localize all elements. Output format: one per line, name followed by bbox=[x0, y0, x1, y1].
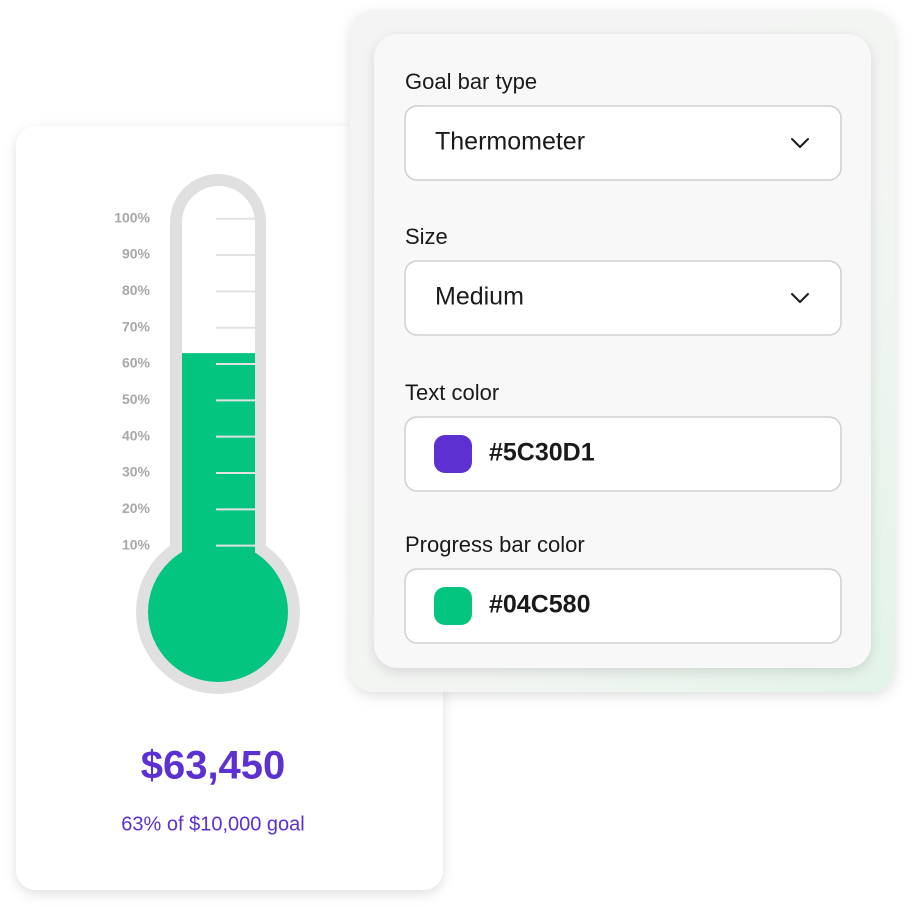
bulb bbox=[148, 542, 288, 682]
tick-label: 40% bbox=[122, 427, 151, 443]
tick-label: 80% bbox=[122, 282, 151, 298]
color-swatch bbox=[434, 435, 472, 473]
field-label: Goal bar type bbox=[405, 69, 537, 94]
tick-label: 30% bbox=[122, 464, 151, 480]
tick-label: 60% bbox=[122, 355, 151, 371]
field-box[interactable] bbox=[404, 105, 842, 181]
amount: $63,450 bbox=[141, 744, 286, 788]
field-value: #04C580 bbox=[489, 591, 590, 619]
tick-label: 50% bbox=[122, 391, 151, 407]
settings-form: Goal bar type Thermometer Size Medium Text c… bbox=[404, 69, 842, 644]
tick-label: 20% bbox=[122, 500, 151, 516]
field-value: #5C30D1 bbox=[489, 439, 595, 467]
field-box[interactable] bbox=[404, 260, 842, 336]
field-value: Thermometer bbox=[435, 128, 585, 156]
field-value: Medium bbox=[435, 283, 524, 311]
chevron bbox=[791, 293, 809, 303]
settings-card bbox=[374, 34, 871, 668]
tick-label: 100% bbox=[114, 209, 150, 225]
field-box[interactable] bbox=[404, 568, 842, 644]
color-swatch bbox=[434, 587, 472, 625]
field-label: Progress bar color bbox=[405, 532, 585, 557]
chevron bbox=[791, 138, 809, 148]
tick-label: 70% bbox=[122, 318, 151, 334]
field-box[interactable] bbox=[404, 416, 842, 492]
caption: 63% of $10,000 goal bbox=[121, 813, 305, 835]
field-label: Size bbox=[405, 224, 448, 249]
field-label: Text color bbox=[405, 380, 499, 405]
thermometer: 10% 20% 30% 40% 50% 60% 70% 80% 90% 100% bbox=[114, 174, 300, 694]
tick-label: 10% bbox=[122, 536, 151, 552]
tick-label: 90% bbox=[122, 246, 151, 262]
